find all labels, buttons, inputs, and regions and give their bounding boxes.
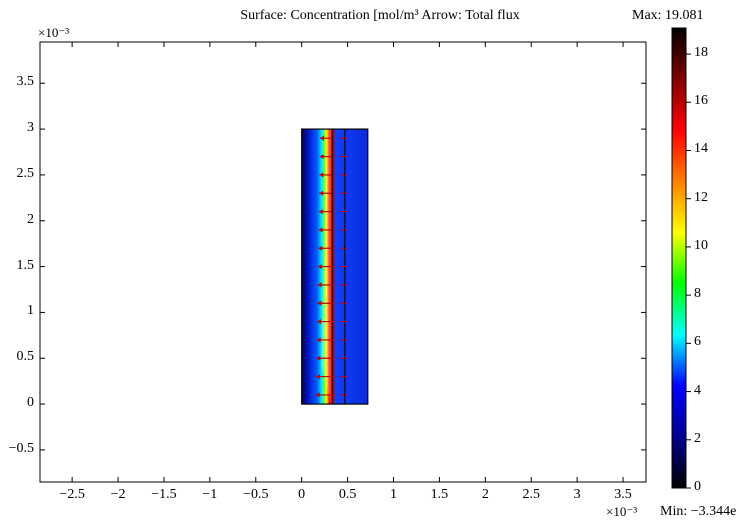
x-exponent-label: ×10⁻³	[606, 504, 638, 519]
x-tick-label: 1.5	[430, 487, 449, 502]
x-tick-label: −1	[202, 487, 218, 502]
colorbar-tick-label: 0	[694, 479, 701, 494]
colorbar-tick-label: 2	[694, 430, 701, 446]
y-tick-label: 0	[27, 395, 34, 411]
y-tick-label: 2	[27, 211, 34, 227]
concentration-field	[301, 129, 368, 405]
flux-arrow-head	[319, 190, 324, 196]
x-tick-label: 0.5	[338, 487, 357, 502]
colorbar	[671, 27, 687, 489]
x-tick-label: −1.5	[151, 487, 177, 502]
flux-arrow-head	[316, 319, 321, 325]
colorbar-ticks	[686, 53, 691, 489]
flux-arrow-head	[316, 337, 321, 343]
domain-boundary	[301, 128, 369, 405]
colorbar-tick-label: 6	[694, 334, 701, 350]
flux-arrow-head	[316, 355, 321, 361]
colorbar-tick-label: 12	[694, 189, 708, 205]
flux-arrow-head	[317, 282, 322, 288]
x-tick-label: −0.5	[243, 487, 269, 502]
flux-arrow-head	[317, 300, 322, 306]
flux-arrow-head	[316, 374, 321, 380]
flux-arrow-head	[318, 245, 323, 251]
x-tick-label: −2.5	[59, 487, 85, 502]
flux-arrow-head	[318, 209, 323, 215]
x-tick-label: 2.5	[522, 487, 540, 502]
domain-layer	[301, 128, 369, 405]
y-tick-label: 3.5	[16, 74, 35, 90]
y-tick-label: 1.5	[16, 257, 35, 273]
colorbar-tick-label: 14	[694, 141, 708, 157]
y-tick-label: 0.5	[16, 349, 35, 365]
flux-arrow-head	[315, 392, 320, 398]
max-label: Max: 19.081	[632, 8, 704, 23]
x-tick-label: 1	[390, 487, 397, 502]
x-tick-label: 0	[298, 487, 306, 502]
colorbar-tick-label: 10	[694, 237, 708, 253]
plot-title: Surface: Concentration [mol/m³ Arrow: To…	[240, 8, 520, 23]
y-axis-ticks	[40, 82, 646, 451]
flux-arrow-head	[319, 172, 324, 178]
x-tick-label: 3	[573, 487, 581, 502]
colorbar-tick-label: 16	[694, 93, 708, 109]
y-tick-label: 1	[27, 303, 34, 319]
y-exponent-label: ×10⁻³	[38, 25, 70, 40]
x-axis-ticks	[71, 42, 624, 482]
flux-arrows	[315, 135, 347, 398]
y-tick-label: −0.5	[8, 440, 34, 456]
y-tick-label: 2.5	[16, 165, 35, 181]
x-tick-label: 3.5	[614, 487, 632, 502]
plot-frame	[39, 41, 647, 483]
flux-arrow-head	[319, 135, 324, 141]
colorbar-tick-label: 4	[694, 382, 701, 398]
colorbar-tick-label: 18	[694, 45, 708, 61]
x-tick-label: −2	[110, 487, 126, 502]
flux-arrow-head	[319, 154, 324, 160]
flux-arrow-head	[317, 264, 322, 270]
y-tick-label: 3	[27, 120, 34, 136]
colorbar-tick-label: 8	[694, 286, 701, 302]
x-tick-label: 2	[481, 487, 489, 502]
min-label: Min: −3.344e	[660, 504, 737, 519]
flux-arrow-head	[318, 227, 323, 233]
